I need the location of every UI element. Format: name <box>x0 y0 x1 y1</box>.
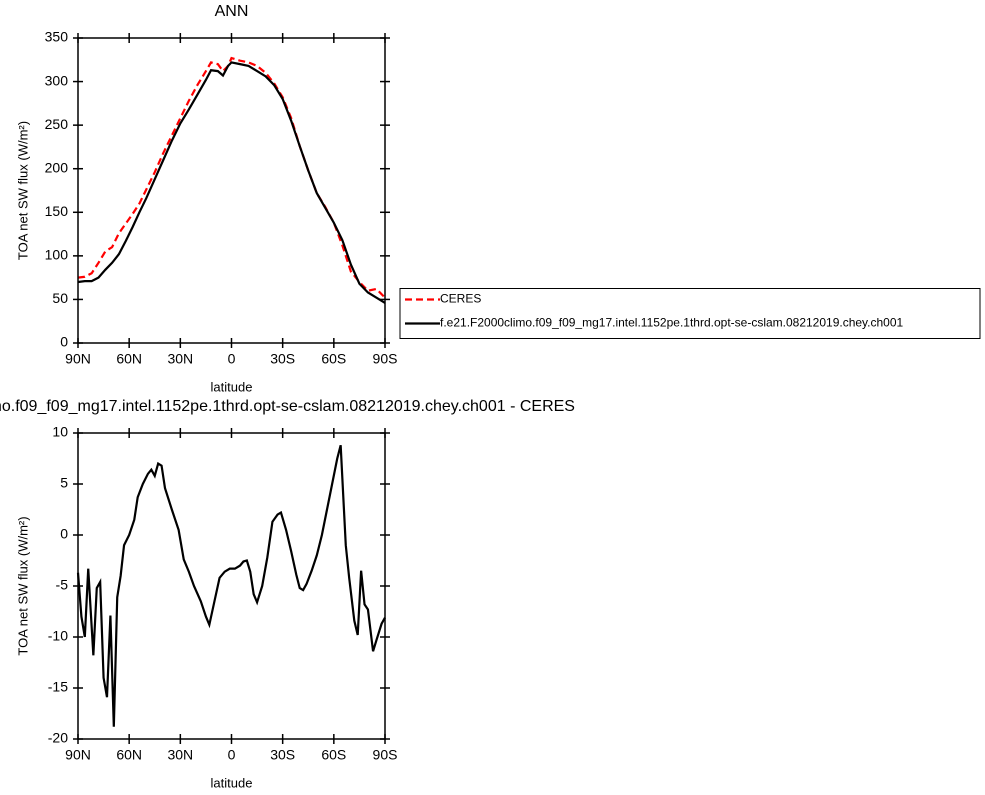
y-tick-label: -15 <box>48 679 68 695</box>
x-tick-label: 30S <box>270 747 295 763</box>
x-tick-label: 0 <box>228 351 236 367</box>
x-tick-label: 90N <box>65 351 91 367</box>
y-tick-label: 100 <box>45 247 69 263</box>
x-axis-label: latitude <box>211 379 253 394</box>
x-tick-label: 90N <box>65 747 91 763</box>
y-tick-label: -20 <box>48 730 68 746</box>
x-tick-label: 60S <box>321 351 346 367</box>
legend-label: f.e21.F2000climo.f09_f09_mg17.intel.1152… <box>440 316 904 330</box>
x-tick-label: 60N <box>116 351 142 367</box>
y-tick-label: 10 <box>52 424 68 440</box>
x-tick-label: 60N <box>116 747 142 763</box>
y-tick-label: 0 <box>60 526 68 542</box>
plot-frame <box>77 37 386 344</box>
y-axis-label: TOA net SW flux (W/m²) <box>15 121 30 260</box>
y-tick-label: 350 <box>45 29 69 45</box>
x-tick-label: 30N <box>167 747 193 763</box>
legend-box <box>399 288 981 339</box>
y-tick-label: 0 <box>60 334 68 350</box>
y-tick-label: 5 <box>60 475 68 491</box>
y-tick-label: 300 <box>45 72 69 88</box>
y-tick-label: 50 <box>52 290 68 306</box>
y-tick-label: 250 <box>45 116 69 132</box>
plot-frame <box>77 432 386 740</box>
y-axis-label: TOA net SW flux (W/m²) <box>15 516 30 655</box>
y-tick-label: 200 <box>45 159 69 175</box>
data-line <box>77 61 386 304</box>
data-line <box>77 56 386 299</box>
x-tick-label: 90S <box>373 351 398 367</box>
chart-title: f.e21.F2000climo.f09_f09_mg17.intel.1152… <box>0 398 575 415</box>
y-tick-label: -5 <box>56 577 69 593</box>
data-line <box>76 444 386 727</box>
legend-label: CERES <box>440 292 481 306</box>
x-tick-label: 30N <box>167 351 193 367</box>
x-tick-label: 60S <box>321 747 346 763</box>
x-tick-label: 30S <box>270 351 295 367</box>
y-tick-label: -10 <box>48 628 68 644</box>
x-tick-label: 90S <box>373 747 398 763</box>
x-axis-label: latitude <box>211 775 253 790</box>
y-tick-label: 150 <box>45 203 69 219</box>
chart-title: ANN <box>215 3 249 20</box>
x-tick-label: 0 <box>228 747 236 763</box>
